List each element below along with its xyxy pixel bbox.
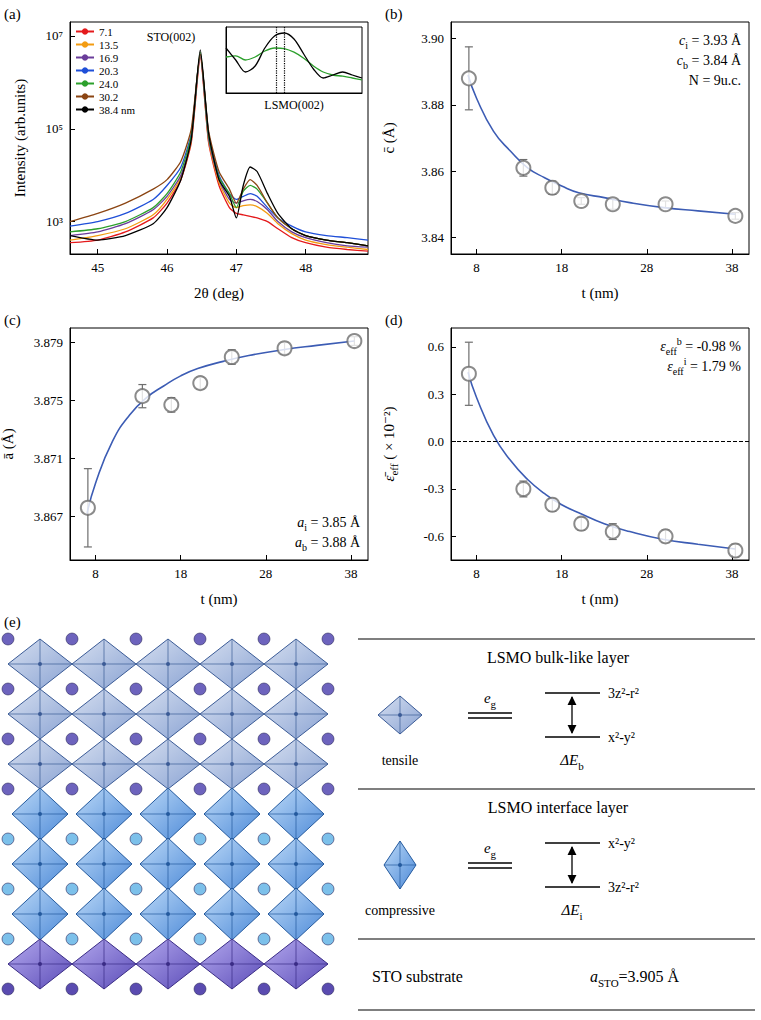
svg-text:(b): (b) [385,6,403,23]
svg-text:= 3.85 Å: = 3.85 Å [307,515,361,530]
svg-text:N = 9u.c.: N = 9u.c. [689,73,741,88]
svg-text:b: b [677,336,682,347]
svg-text:3z²-r²: 3z²-r² [608,686,639,701]
svg-text:10⁷: 10⁷ [45,28,63,43]
svg-text:(e): (e) [4,614,21,631]
svg-text:(c): (c) [4,312,21,329]
svg-text:3z²-r²: 3z²-r² [608,880,639,895]
svg-text:8: 8 [473,260,480,275]
svg-text:c: c [677,53,684,68]
svg-text:10³: 10³ [46,214,63,229]
svg-text:x²-y²: x²-y² [608,836,635,851]
svg-text:18: 18 [174,566,187,581]
svg-text:eg: eg [484,840,497,860]
svg-text:3.871: 3.871 [34,451,63,466]
svg-text:3.88: 3.88 [421,97,444,112]
svg-text:0.3: 0.3 [428,387,444,402]
svg-text:0.0: 0.0 [428,434,444,449]
svg-text:b: b [302,542,307,553]
svg-text:= 3.84 Å: = 3.84 Å [688,53,742,68]
svg-text:18: 18 [555,260,568,275]
svg-text:28: 28 [640,260,653,275]
svg-text:0.6: 0.6 [428,339,445,354]
svg-text:x²-y²: x²-y² [608,730,635,745]
svg-text:ΔEi: ΔEi [560,902,582,922]
svg-text:( × 10⁻²): ( × 10⁻²) [381,406,398,463]
svg-text:38.4 nm: 38.4 nm [99,104,136,116]
svg-text:38: 38 [725,260,738,275]
svg-text:eff: eff [666,346,678,357]
svg-text:(a): (a) [4,6,21,23]
svg-text:STO(002): STO(002) [147,30,195,44]
svg-text:3.875: 3.875 [34,393,63,408]
svg-text:c̄ (Å): c̄ (Å) [381,122,398,153]
svg-text:tensile: tensile [382,753,419,768]
svg-text:eg: eg [484,690,497,710]
svg-text:LSMO(002): LSMO(002) [264,98,323,112]
svg-text:i: i [304,522,307,533]
svg-text:3.86: 3.86 [421,164,444,179]
svg-text:45: 45 [91,260,104,275]
svg-text:48: 48 [299,260,312,275]
svg-text:t (nm): t (nm) [200,591,237,608]
svg-text:ΔEb: ΔEb [559,752,584,772]
svg-text:ε: ε [660,339,666,354]
svg-text:= 1.79 %: = 1.79 % [686,359,741,374]
svg-text:ε: ε [667,359,673,374]
svg-text:c: c [679,33,686,48]
svg-text:47: 47 [230,260,244,275]
svg-text:18: 18 [555,566,568,581]
svg-text:compressive: compressive [365,903,435,918]
svg-text:3.879: 3.879 [34,335,63,350]
svg-text:(d): (d) [385,312,403,329]
svg-text:i: i [685,40,688,51]
svg-text:eff: eff [673,366,685,377]
svg-text:ā (Å): ā (Å) [0,428,17,459]
svg-text:30.2: 30.2 [99,91,118,103]
svg-text:-0.3: -0.3 [423,481,444,496]
svg-text:8: 8 [92,566,99,581]
svg-text:46: 46 [161,260,175,275]
svg-text:3.867: 3.867 [34,509,64,524]
svg-text:2θ (deg): 2θ (deg) [194,285,244,302]
svg-text:38: 38 [344,566,357,581]
svg-text:Intensity (arb.units): Intensity (arb.units) [12,79,29,197]
svg-text:16.9: 16.9 [99,52,119,64]
svg-text:10⁵: 10⁵ [45,121,63,136]
svg-text:28: 28 [640,566,653,581]
svg-text:t (nm): t (nm) [581,591,618,608]
svg-text:a: a [297,515,304,530]
svg-text:28: 28 [259,566,272,581]
svg-text:b: b [683,60,688,71]
svg-text:STO substrate: STO substrate [372,968,463,985]
svg-text:-0.6: -0.6 [423,529,444,544]
svg-text:= 3.88 Å: = 3.88 Å [307,535,361,550]
svg-text:= 3.93 Å: = 3.93 Å [688,33,742,48]
svg-text:aSTO=3.905 Å: aSTO=3.905 Å [590,968,680,989]
svg-text:24.0: 24.0 [99,78,119,90]
svg-text:3.90: 3.90 [421,31,444,46]
svg-text:LSMO interface layer: LSMO interface layer [488,799,629,817]
svg-text:LSMO bulk-like layer: LSMO bulk-like layer [487,649,630,667]
svg-text:eff: eff [388,463,400,475]
svg-text:3.84: 3.84 [421,230,444,245]
svg-text:i: i [684,356,687,367]
svg-text:t (nm): t (nm) [581,285,618,302]
svg-text:13.5: 13.5 [99,39,119,51]
svg-text:38: 38 [725,566,738,581]
svg-text:20.3: 20.3 [99,65,119,77]
svg-text:a: a [295,535,302,550]
svg-text:= -0.98 %: = -0.98 % [682,339,742,354]
svg-text:7.1: 7.1 [99,26,113,38]
svg-text:8: 8 [473,566,480,581]
